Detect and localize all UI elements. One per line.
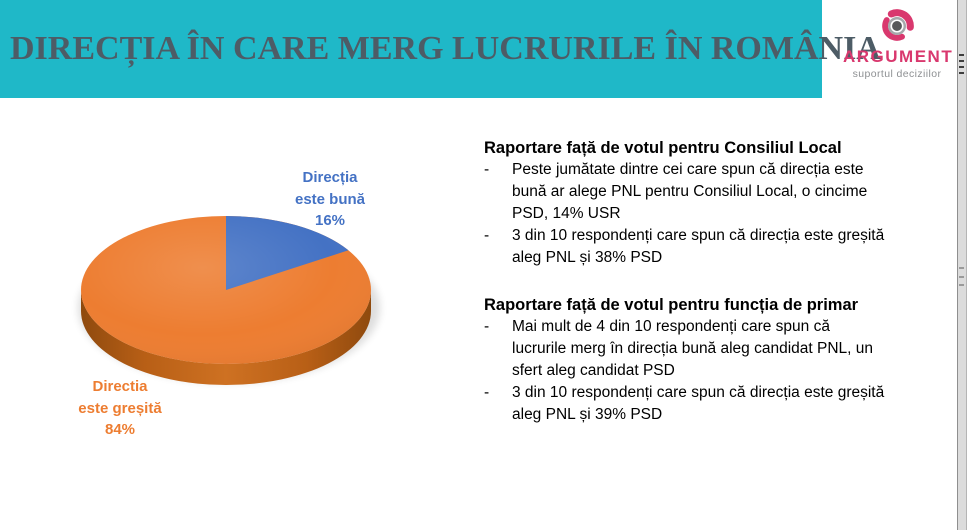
bullet-dash: - (484, 318, 490, 335)
bullet-dash: - (484, 161, 490, 178)
bullet-item: - Mai mult de 4 din 10 respondenți care … (484, 316, 936, 382)
page-title: DIRECȚIA ÎN CARE MERG LUCRURILE ÎN ROMÂN… (10, 30, 881, 67)
target-rings-icon (882, 9, 914, 41)
scrollbar-strip[interactable] (956, 0, 970, 530)
scrollbar-rail[interactable] (957, 0, 967, 530)
logo-tagline: suportul deciziilor (852, 68, 942, 80)
section-heading: Raportare față de votul pentru funcția d… (484, 296, 859, 314)
bullet-item: - Peste jumătate dintre cei care spun că… (484, 159, 936, 225)
scrollbar-mark (959, 284, 964, 286)
bullet-text: 3 din 10 respondenți care spun că direcț… (512, 227, 885, 266)
bullet-dash: - (484, 384, 490, 401)
pie-label-good: Direcția este bună 16% (294, 169, 366, 229)
scrollbar-mark (959, 66, 964, 68)
scrollbar-mark (959, 267, 964, 269)
bullet-item: - 3 din 10 respondenți care spun că dire… (484, 382, 936, 426)
bullet-text: Mai mult de 4 din 10 respondenți care sp… (512, 318, 874, 379)
commentary-section-primar: Raportare față de votul pentru funcția d… (484, 294, 936, 426)
commentary-section-local: Raportare față de votul pentru Consiliul… (484, 137, 936, 269)
commentary: Raportare față de votul pentru Consiliul… (484, 137, 936, 426)
header-bar: DIRECȚIA ÎN CARE MERG LUCRURILE ÎN ROMÂN… (0, 0, 881, 98)
scrollbar-mark (959, 276, 964, 278)
bullet-dash: - (484, 227, 490, 244)
scrollbar-mark (959, 60, 964, 62)
logo-wordmark: ARGUMENT (843, 47, 954, 66)
bullet-item: - 3 din 10 respondenți care spun că dire… (484, 225, 936, 269)
bullet-text: 3 din 10 respondenți care spun că direcț… (512, 384, 885, 423)
section-heading: Raportare față de votul pentru Consiliul… (484, 139, 842, 157)
bullet-text: Peste jumătate dintre cei care spun că d… (512, 161, 868, 222)
scrollbar-mark (959, 72, 964, 74)
argument-logo: ARGUMENT suportul deciziilor (843, 7, 954, 80)
scrollbar-mark (959, 54, 964, 56)
pie-label-bad: Directia este greșită 84% (78, 378, 162, 438)
